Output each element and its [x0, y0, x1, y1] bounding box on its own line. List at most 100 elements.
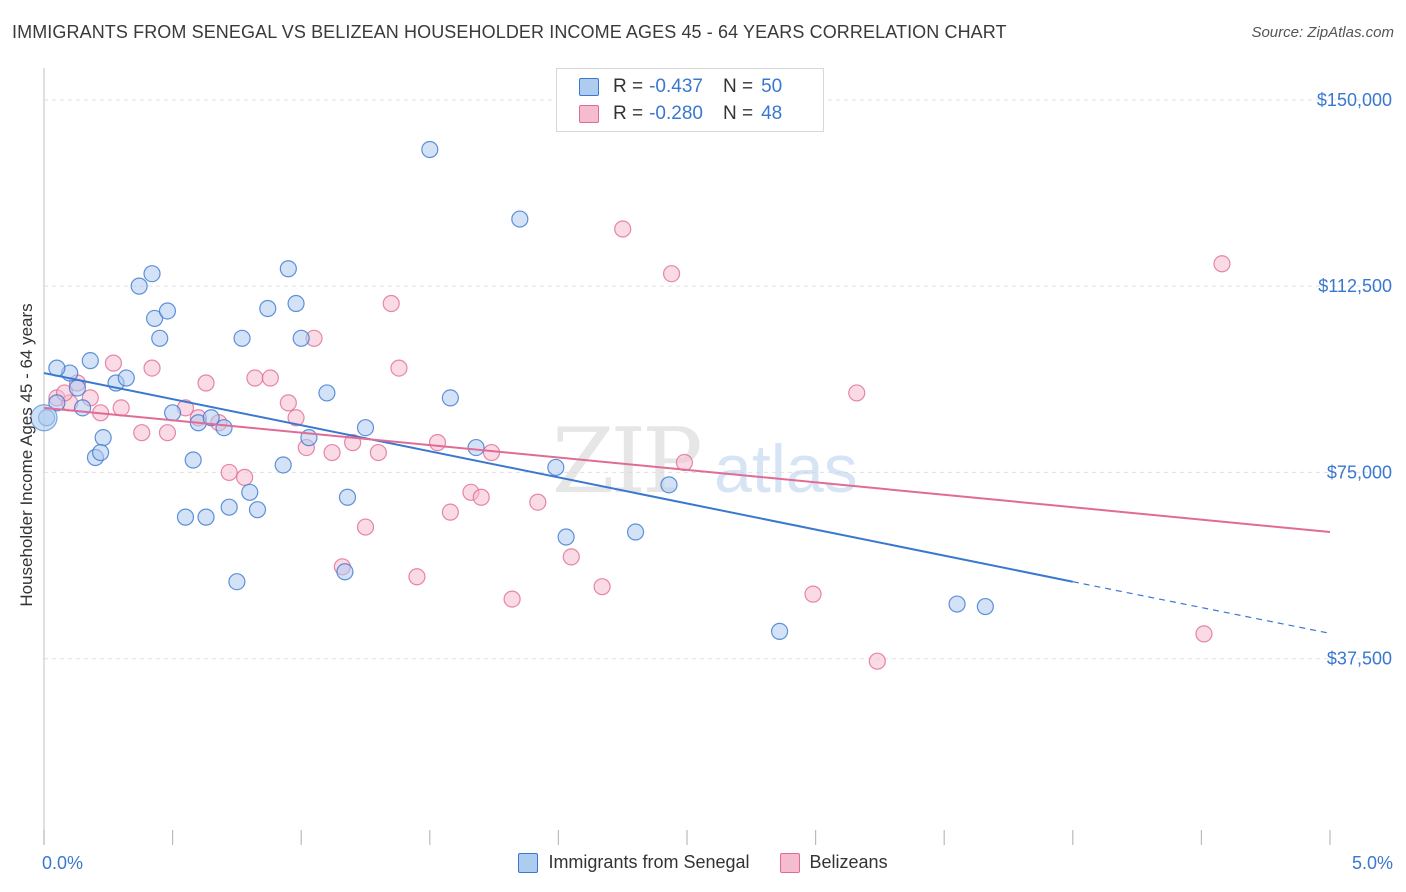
- senegal-point: [976, 597, 994, 616]
- senegal-point: [467, 438, 485, 457]
- legend-n-label: N =: [722, 103, 754, 124]
- axes: [43, 68, 1331, 845]
- senegal-point: [91, 443, 110, 462]
- senegal-point: [292, 329, 310, 347]
- senegal-point: [228, 573, 246, 591]
- senegal-point: [94, 429, 112, 447]
- senegal-point: [557, 528, 575, 546]
- y-tick-label: $150,000: [1317, 90, 1392, 110]
- belizeans-trend-line: [43, 406, 1331, 534]
- belizeans-point: [112, 399, 130, 417]
- belizeans-point: [323, 443, 341, 462]
- belizeans-point: [246, 369, 264, 387]
- x-tick-labels: 0.0% 5.0%: [42, 853, 1393, 873]
- legend-item-belizeans[interactable]: Belizeans: [779, 852, 888, 873]
- y-tick-label: $37,500: [1327, 649, 1392, 669]
- belizeans-point: [1213, 255, 1231, 273]
- senegal-points: [30, 140, 994, 640]
- belizeans-point: [1195, 625, 1213, 643]
- senegal-point: [197, 508, 215, 526]
- belizeans-point: [529, 493, 547, 511]
- correlation-legend: R = -0.437 N = 50 R = -0.280 N = 48: [556, 68, 824, 132]
- senegal-point: [202, 409, 220, 427]
- senegal-point: [421, 140, 439, 159]
- legend-row-belizeans: R = -0.280 N = 48: [579, 101, 782, 127]
- belizeans-point: [287, 409, 305, 427]
- belizeans-point: [662, 265, 681, 283]
- trend-lines: [43, 372, 1331, 634]
- senegal-point: [287, 294, 305, 313]
- legend-n-value: 48: [761, 103, 783, 124]
- series-legend: Immigrants from Senegal Belizeans: [0, 852, 1406, 873]
- senegal-point: [48, 394, 66, 412]
- belizeans-point: [236, 468, 254, 486]
- legend-row-senegal: R = -0.437 N = 50: [579, 74, 782, 100]
- senegal-point: [441, 389, 459, 407]
- y-tick-label: $112,500: [1318, 276, 1392, 296]
- senegal-point: [259, 299, 277, 318]
- senegal-point: [547, 458, 565, 477]
- belizeans-point: [356, 518, 375, 536]
- legend-item-senegal[interactable]: Immigrants from Senegal: [518, 852, 750, 873]
- senegal-point: [73, 399, 92, 417]
- gridlines: [44, 99, 1380, 660]
- y-tick-labels: $150,000 $112,500 $75,000 $37,500: [1317, 90, 1392, 669]
- senegal-point: [511, 210, 529, 228]
- legend-r-label: R =: [613, 76, 644, 97]
- belizeans-point: [220, 463, 238, 482]
- senegal-point: [117, 369, 135, 387]
- senegal-point: [68, 379, 87, 397]
- y-tick-label: $75,000: [1327, 462, 1392, 482]
- senegal-point: [338, 488, 357, 506]
- senegal-point: [176, 508, 195, 526]
- belizeans-point: [197, 374, 215, 392]
- belizeans-point: [390, 359, 408, 377]
- legend-n-value: 50: [761, 76, 783, 97]
- legend-label-senegal: Immigrants from Senegal: [548, 852, 750, 872]
- belizeans-point: [261, 369, 279, 387]
- belizeans-point: [472, 488, 490, 506]
- senegal-point: [145, 309, 164, 328]
- senegal-point: [215, 419, 233, 437]
- senegal-point: [81, 352, 99, 370]
- belizeans-point: [143, 359, 161, 377]
- legend-swatch-blue: [518, 852, 539, 873]
- legend-r-value: -0.437: [649, 76, 703, 97]
- senegal-point: [143, 265, 161, 283]
- belizeans-point: [382, 294, 400, 313]
- legend-r-label: R =: [613, 103, 644, 124]
- senegal-point: [248, 501, 267, 519]
- senegal-point: [274, 456, 292, 474]
- legend-label-belizeans: Belizeans: [809, 852, 888, 872]
- senegal-point: [241, 483, 259, 501]
- senegal-point: [164, 404, 182, 422]
- senegal-point: [318, 384, 336, 402]
- belizeans-point: [104, 354, 123, 372]
- senegal-point: [30, 404, 58, 432]
- belizeans-point: [428, 434, 447, 452]
- senegal-point: [233, 329, 251, 347]
- belizeans-point: [562, 548, 580, 566]
- senegal-point: [151, 329, 169, 347]
- legend-swatch-pink: [579, 105, 599, 123]
- belizeans-point: [133, 424, 151, 442]
- senegal-point: [158, 302, 177, 320]
- x-tick-label: 0.0%: [42, 853, 83, 873]
- belizeans-point: [369, 443, 387, 462]
- legend-swatch-blue: [579, 78, 599, 96]
- senegal-point: [948, 595, 966, 613]
- chart-title: IMMIGRANTS FROM SENEGAL VS BELIZEAN HOUS…: [12, 22, 1007, 42]
- senegal-point: [184, 451, 202, 469]
- belizeans-points: [48, 220, 1231, 670]
- x-tick-label: 5.0%: [1352, 853, 1393, 873]
- belizeans-point: [868, 652, 886, 670]
- belizeans-point: [279, 394, 297, 412]
- senegal-point: [660, 476, 678, 494]
- belizeans-point: [804, 585, 822, 603]
- senegal-point: [626, 523, 645, 541]
- y-axis-label: Householder Income Ages 45 - 64 years: [17, 303, 36, 606]
- belizeans-point: [503, 590, 521, 608]
- source-label: Source: ZipAtlas.com: [1251, 24, 1394, 41]
- legend-r-value: -0.280: [649, 103, 703, 124]
